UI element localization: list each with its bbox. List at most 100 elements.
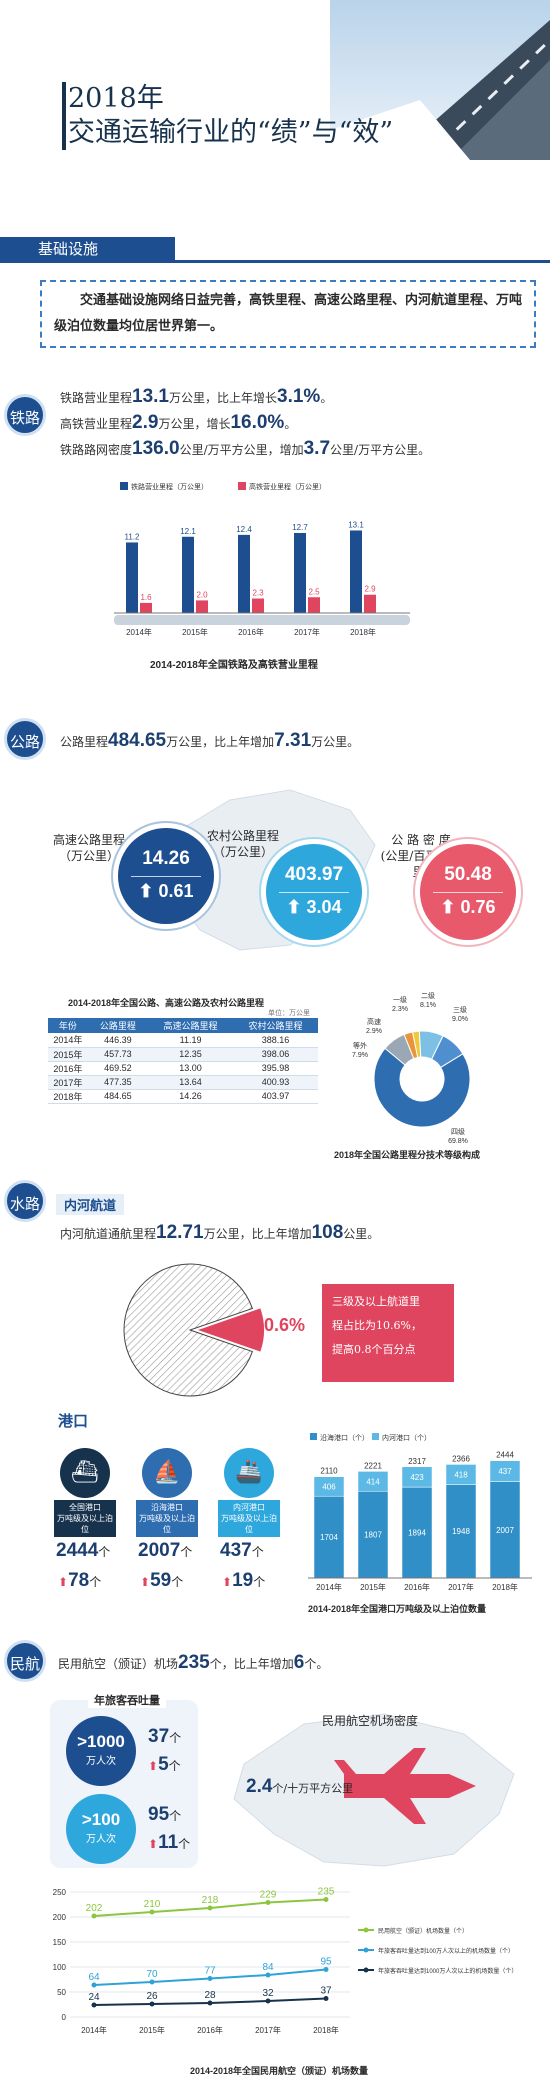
- stacked-bar: [489, 1460, 521, 1482]
- y-tick-label: 0: [62, 2013, 67, 2022]
- x-tick-label: 2014年: [126, 627, 152, 637]
- legend-label: 年旅客吞吐量达到1000万人次以上的机场数量（个）: [378, 1967, 517, 1975]
- data-label: 26: [146, 1991, 158, 2002]
- port-badge-label: 内河港口 万吨级及以上泊位: [218, 1500, 280, 1537]
- header-accent-bar: [62, 82, 66, 150]
- bar: [350, 530, 362, 613]
- data-label: 64: [88, 1972, 100, 1983]
- stacked-bar: [313, 1476, 345, 1497]
- highway-delta: ⬆ 0.61: [138, 881, 194, 901]
- data-label: 28: [204, 1990, 216, 2001]
- bar-value-label: 13.1: [348, 520, 364, 529]
- data-label: 229: [260, 1890, 277, 1901]
- waterway-subtitle: 内河航道: [56, 1194, 125, 1215]
- waterway-note-box: 三级及以上航道里 程占比为10.6%， 提高0.8个百分点: [322, 1284, 454, 1382]
- data-point: [91, 2002, 97, 2008]
- road-line: 公路里程484.65万公里，比上年增加7.31万公里。: [60, 730, 360, 751]
- data-point: [91, 1982, 97, 1988]
- data-label: 84: [262, 1962, 274, 1973]
- waterway-share-pie: [123, 1263, 264, 1397]
- table-cell: 13.64: [148, 1075, 234, 1090]
- y-tick-label: 50: [57, 1988, 66, 1997]
- port-badge-delta: ⬆59个: [140, 1570, 184, 1591]
- highway-label: 高速公路里程 （万公里）: [52, 833, 125, 863]
- rural-road-delta: ⬆ 3.04: [286, 897, 342, 917]
- legend-swatch: [238, 482, 246, 490]
- road-pie-caption: 2018年全国公路里程分技术等级构成: [334, 1150, 481, 1160]
- table-cell: 2017年: [48, 1075, 88, 1090]
- slice-label: 8.1%: [420, 1002, 436, 1009]
- bar: [364, 594, 376, 613]
- bar: [238, 534, 250, 613]
- data-point: [207, 1905, 213, 1911]
- data-point: [207, 2000, 213, 2006]
- port-badge-value: 2007个: [138, 1540, 193, 1561]
- slice-label: 高速: [367, 1017, 381, 1026]
- waterway-line: 内河航道通航里程12.71万公里，比上年增加108公里。: [60, 1222, 380, 1243]
- rural-road-value: 403.97: [284, 864, 344, 885]
- bar-value-label: 1894: [408, 1529, 426, 1538]
- river-boat-icon: 🚢: [224, 1448, 274, 1498]
- bar-value-label: 11.2: [125, 532, 141, 541]
- table-header-cell: 年份: [48, 1018, 88, 1033]
- data-point: [265, 1900, 271, 1905]
- ship-icon: ⛴: [60, 1448, 110, 1498]
- legend-swatch: [120, 482, 128, 490]
- table-cell: 13.00: [148, 1061, 234, 1076]
- port-badge-value: 2444个: [56, 1540, 111, 1561]
- x-tick-label: 2017年: [255, 2025, 281, 2035]
- bar-value-label: 1704: [320, 1533, 338, 1542]
- data-point: [323, 1897, 329, 1902]
- table-cell: 12.35: [148, 1047, 234, 1062]
- table-cell: 457.73: [87, 1047, 149, 1062]
- road-table-unit: 单位：万公里: [268, 1010, 310, 1017]
- slice-label: 二级: [421, 991, 435, 1000]
- legend-label: 高铁营业里程（万公里）: [249, 482, 326, 491]
- stacked-bar: [401, 1466, 433, 1488]
- road-density-value: 50.48: [444, 864, 492, 885]
- bar: [140, 602, 152, 613]
- bar-value-label: 2.3: [252, 589, 264, 598]
- bar-value-label: 418: [454, 1470, 468, 1479]
- bar-value-label: 1948: [452, 1527, 470, 1536]
- table-row: 2016年 469.52 13.00 395.98: [48, 1061, 318, 1076]
- table-cell: 2018年: [48, 1089, 88, 1104]
- port-badge-label: 全国港口 万吨级及以上泊位: [54, 1500, 116, 1537]
- y-tick-label: 100: [53, 1963, 67, 1972]
- data-point: [207, 1976, 213, 1981]
- rail-chart-caption: 2014-2018年全国铁路及高铁营业里程: [150, 660, 318, 671]
- data-label: 235: [318, 1887, 335, 1898]
- table-cell: 11.19: [148, 1033, 234, 1048]
- bar-total-label: 2110: [320, 1467, 338, 1476]
- bar: [308, 597, 320, 613]
- road-category-icon: 公路: [4, 718, 46, 760]
- road-mileage-table: 年份 公路里程 高速公路里程 农村公路里程 2014年 446.39 11.19 388.1…: [48, 1018, 318, 1104]
- donut-slice: [373, 1047, 471, 1128]
- bar: [182, 536, 194, 613]
- y-tick-label: 150: [53, 1938, 67, 1947]
- x-tick-label: 2017年: [294, 627, 320, 637]
- boat-icon: ⛵: [142, 1448, 192, 1498]
- bar-value-label: 414: [366, 1477, 380, 1486]
- bar-value-label: 2.9: [364, 585, 376, 594]
- rural-road-stat-circle: 403.97 ⬆ 3.04: [266, 844, 362, 940]
- table-row: 2017年 477.35 13.64 400.93: [48, 1075, 318, 1090]
- data-point: [149, 1979, 155, 1985]
- bar-value-label: 1807: [364, 1531, 382, 1540]
- section-divider: [0, 260, 550, 263]
- highway-stat-circle: 14.26 ⬆ 0.61: [118, 828, 214, 924]
- port-badge: ⛵ 沿海港口 万吨级及以上泊位: [136, 1448, 198, 1537]
- port-chart-caption: 2014-2018年全国港口万吨级及以上泊位数量: [308, 1604, 487, 1614]
- port-badge-delta: ⬆19个: [222, 1570, 266, 1591]
- data-point: [265, 1998, 271, 2004]
- bar-value-label: 2.5: [308, 587, 320, 596]
- legend-label: 内河港口（个）: [382, 1433, 431, 1442]
- table-row: 2015年 457.73 12.35 398.06: [48, 1047, 318, 1062]
- pie-slice-highlight: [198, 1308, 264, 1352]
- data-label: 202: [86, 1903, 103, 1914]
- airport-density-title: 民用航空机场密度: [322, 1714, 419, 1728]
- road-table-title: 2014-2018年全国公路、高速公路及农村公路里程: [68, 998, 265, 1008]
- x-tick-label: 2018年: [313, 2025, 339, 2035]
- data-label: 70: [146, 1969, 158, 1980]
- donut-slice: [403, 1031, 419, 1060]
